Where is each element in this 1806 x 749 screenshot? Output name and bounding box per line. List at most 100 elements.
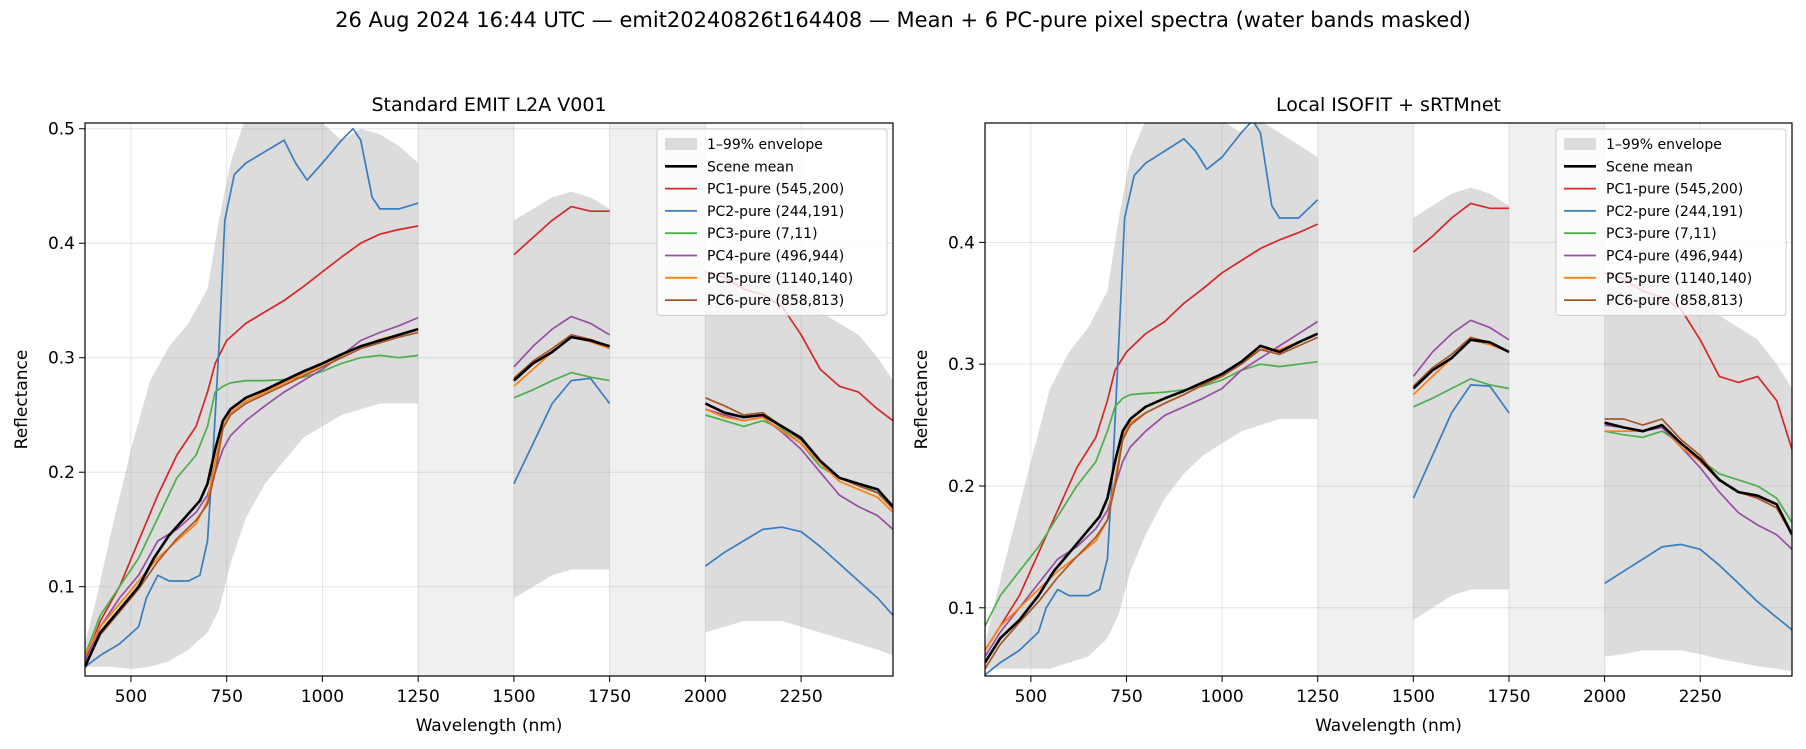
- water-band-mask-1: [418, 123, 514, 676]
- x-tick-label: 750: [1110, 687, 1142, 707]
- series-line-pc4: [513, 315, 611, 368]
- series-line-pc4: [85, 316, 419, 662]
- x-tick-label: 1250: [397, 687, 440, 707]
- x-tick-label: 500: [115, 687, 147, 707]
- legend-label: PC2-pure (244,191): [1606, 204, 1743, 220]
- series-line-pc3: [513, 371, 610, 399]
- legend-item: PC1-pure (545,200): [1564, 182, 1743, 198]
- x-axis-label: Wavelength (nm): [1315, 716, 1462, 736]
- legend-label: PC4-pure (496,944): [707, 249, 844, 265]
- series-mean: [85, 327, 893, 668]
- legend-label: PC5-pure (1140,140): [1606, 271, 1752, 287]
- legend-box: [1555, 128, 1787, 316]
- y-tick-label: 0.2: [48, 463, 75, 483]
- legend-item: PC2-pure (244,191): [665, 204, 844, 220]
- series-line-pc5: [705, 408, 893, 513]
- legend-item: PC5-pure (1140,140): [665, 271, 853, 287]
- legend-swatch-envelope: [665, 138, 697, 150]
- series-line-pc3: [85, 354, 419, 656]
- legend-label: 1–99% envelope: [1606, 137, 1722, 153]
- legend-item: PC3-pure (7,11): [1564, 226, 1717, 242]
- plot-area: [985, 123, 1792, 676]
- x-tick-label: 2000: [1583, 687, 1626, 707]
- legend-item: 1–99% envelope: [665, 137, 823, 153]
- legend-item: PC2-pure (244,191): [1564, 204, 1743, 220]
- x-tick-label: 2250: [779, 687, 822, 707]
- series-line-mean: [985, 332, 1319, 664]
- legend-item: PC1-pure (545,200): [665, 182, 844, 198]
- series-line-pc6: [985, 336, 1319, 670]
- legend-label: PC6-pure (858,813): [1606, 293, 1743, 309]
- axes-frame: [984, 122, 1793, 677]
- legend-box: [656, 128, 888, 316]
- series-line-pc3: [985, 360, 1318, 627]
- series-line-pc1: [985, 223, 1319, 651]
- legend-item: PC5-pure (1140,140): [1564, 271, 1752, 287]
- legend: 1–99% envelope Scene mean PC1-pure (545,20…: [656, 128, 888, 316]
- legend-label: PC6-pure (858,813): [707, 293, 844, 309]
- legend-label: PC4-pure (496,944): [1606, 249, 1743, 265]
- series-line-pc2: [985, 123, 1319, 676]
- figure-title: 26 Aug 2024 16:44 UTC — emit20240826t164…: [335, 8, 1471, 32]
- series-line-pc6: [85, 331, 419, 668]
- legend-label: Scene mean: [1606, 159, 1693, 175]
- legend-item: PC3-pure (7,11): [665, 226, 818, 242]
- y-tick-label: 0.5: [48, 120, 75, 140]
- series-mean: [985, 332, 1792, 664]
- series-line-pc1: [513, 205, 610, 256]
- y-tick-label: 0.3: [48, 349, 75, 369]
- y-tick-label: 0.4: [948, 233, 975, 253]
- legend-item: PC6-pure (858,813): [665, 293, 844, 309]
- y-tick-label: 0.1: [48, 578, 75, 598]
- series-line-mean: [1604, 421, 1792, 536]
- series-line-pc6: [1604, 418, 1792, 536]
- water-band-mask-1: [1317, 123, 1414, 676]
- legend-item: PC4-pure (496,944): [1564, 249, 1743, 265]
- x-tick-label: 750: [210, 687, 242, 707]
- series-line-mean: [85, 327, 419, 668]
- legend-label: PC1-pure (545,200): [707, 182, 844, 198]
- series-pc2: [985, 123, 1792, 676]
- x-tick-label: 1750: [588, 687, 631, 707]
- x-tick-label: 1250: [1296, 687, 1339, 707]
- x-tick-label: 1750: [1487, 687, 1530, 707]
- legend: 1–99% envelope Scene mean PC1-pure (545,20…: [1555, 128, 1787, 316]
- x-tick-label: 500: [1015, 687, 1047, 707]
- panel-title: Standard EMIT L2A V001: [371, 94, 606, 116]
- panel-title: Local ISOFIT + sRTMnet: [1276, 94, 1501, 116]
- legend-label: PC2-pure (244,191): [707, 204, 844, 220]
- legend-label: PC3-pure (7,11): [707, 226, 818, 242]
- y-tick-label: 0.1: [948, 599, 975, 619]
- legend-label: 1–99% envelope: [707, 137, 823, 153]
- x-tick-label: 1000: [301, 687, 344, 707]
- series-line-pc4: [985, 320, 1319, 657]
- series-pc2: [85, 127, 893, 668]
- legend-label: PC5-pure (1140,140): [707, 271, 853, 287]
- legend-item: PC6-pure (858,813): [1564, 293, 1743, 309]
- y-axis-label: Reflectance: [12, 350, 32, 450]
- series-line-pc1: [1412, 202, 1509, 253]
- series-line-mean: [1412, 338, 1510, 390]
- y-tick-label: 0.2: [948, 477, 975, 497]
- y-tick-label: 0.3: [948, 355, 975, 375]
- x-tick-label: 1500: [492, 687, 535, 707]
- chart-panel-1: 500 750 1000 1250 1500 1750 2000 2250 0.1 0.2 0.3 0…: [12, 94, 894, 736]
- legend-swatch-envelope: [1564, 138, 1596, 150]
- y-axis-label: Reflectance: [912, 350, 932, 450]
- legend-item: Scene mean: [1564, 159, 1693, 175]
- legend-item: Scene mean: [665, 159, 794, 175]
- series-line-pc4: [1412, 319, 1510, 377]
- series-line-pc6: [705, 397, 893, 510]
- x-tick-label: 2250: [1679, 687, 1722, 707]
- series-line-pc2: [1604, 543, 1792, 631]
- series-line-pc2: [1412, 384, 1510, 499]
- series-line-pc2: [85, 127, 419, 668]
- chart-panel-2: 500 750 1000 1250 1500 1750 2000 2250 0.1 0.2 0.3 0…: [912, 94, 1793, 736]
- axes-frame: [84, 122, 894, 677]
- series-line-pc2: [513, 377, 611, 485]
- series-line-mean: [513, 335, 610, 382]
- x-tick-label: 1500: [1392, 687, 1435, 707]
- x-tick-label: 1000: [1200, 687, 1243, 707]
- legend-label: PC1-pure (545,200): [1606, 182, 1743, 198]
